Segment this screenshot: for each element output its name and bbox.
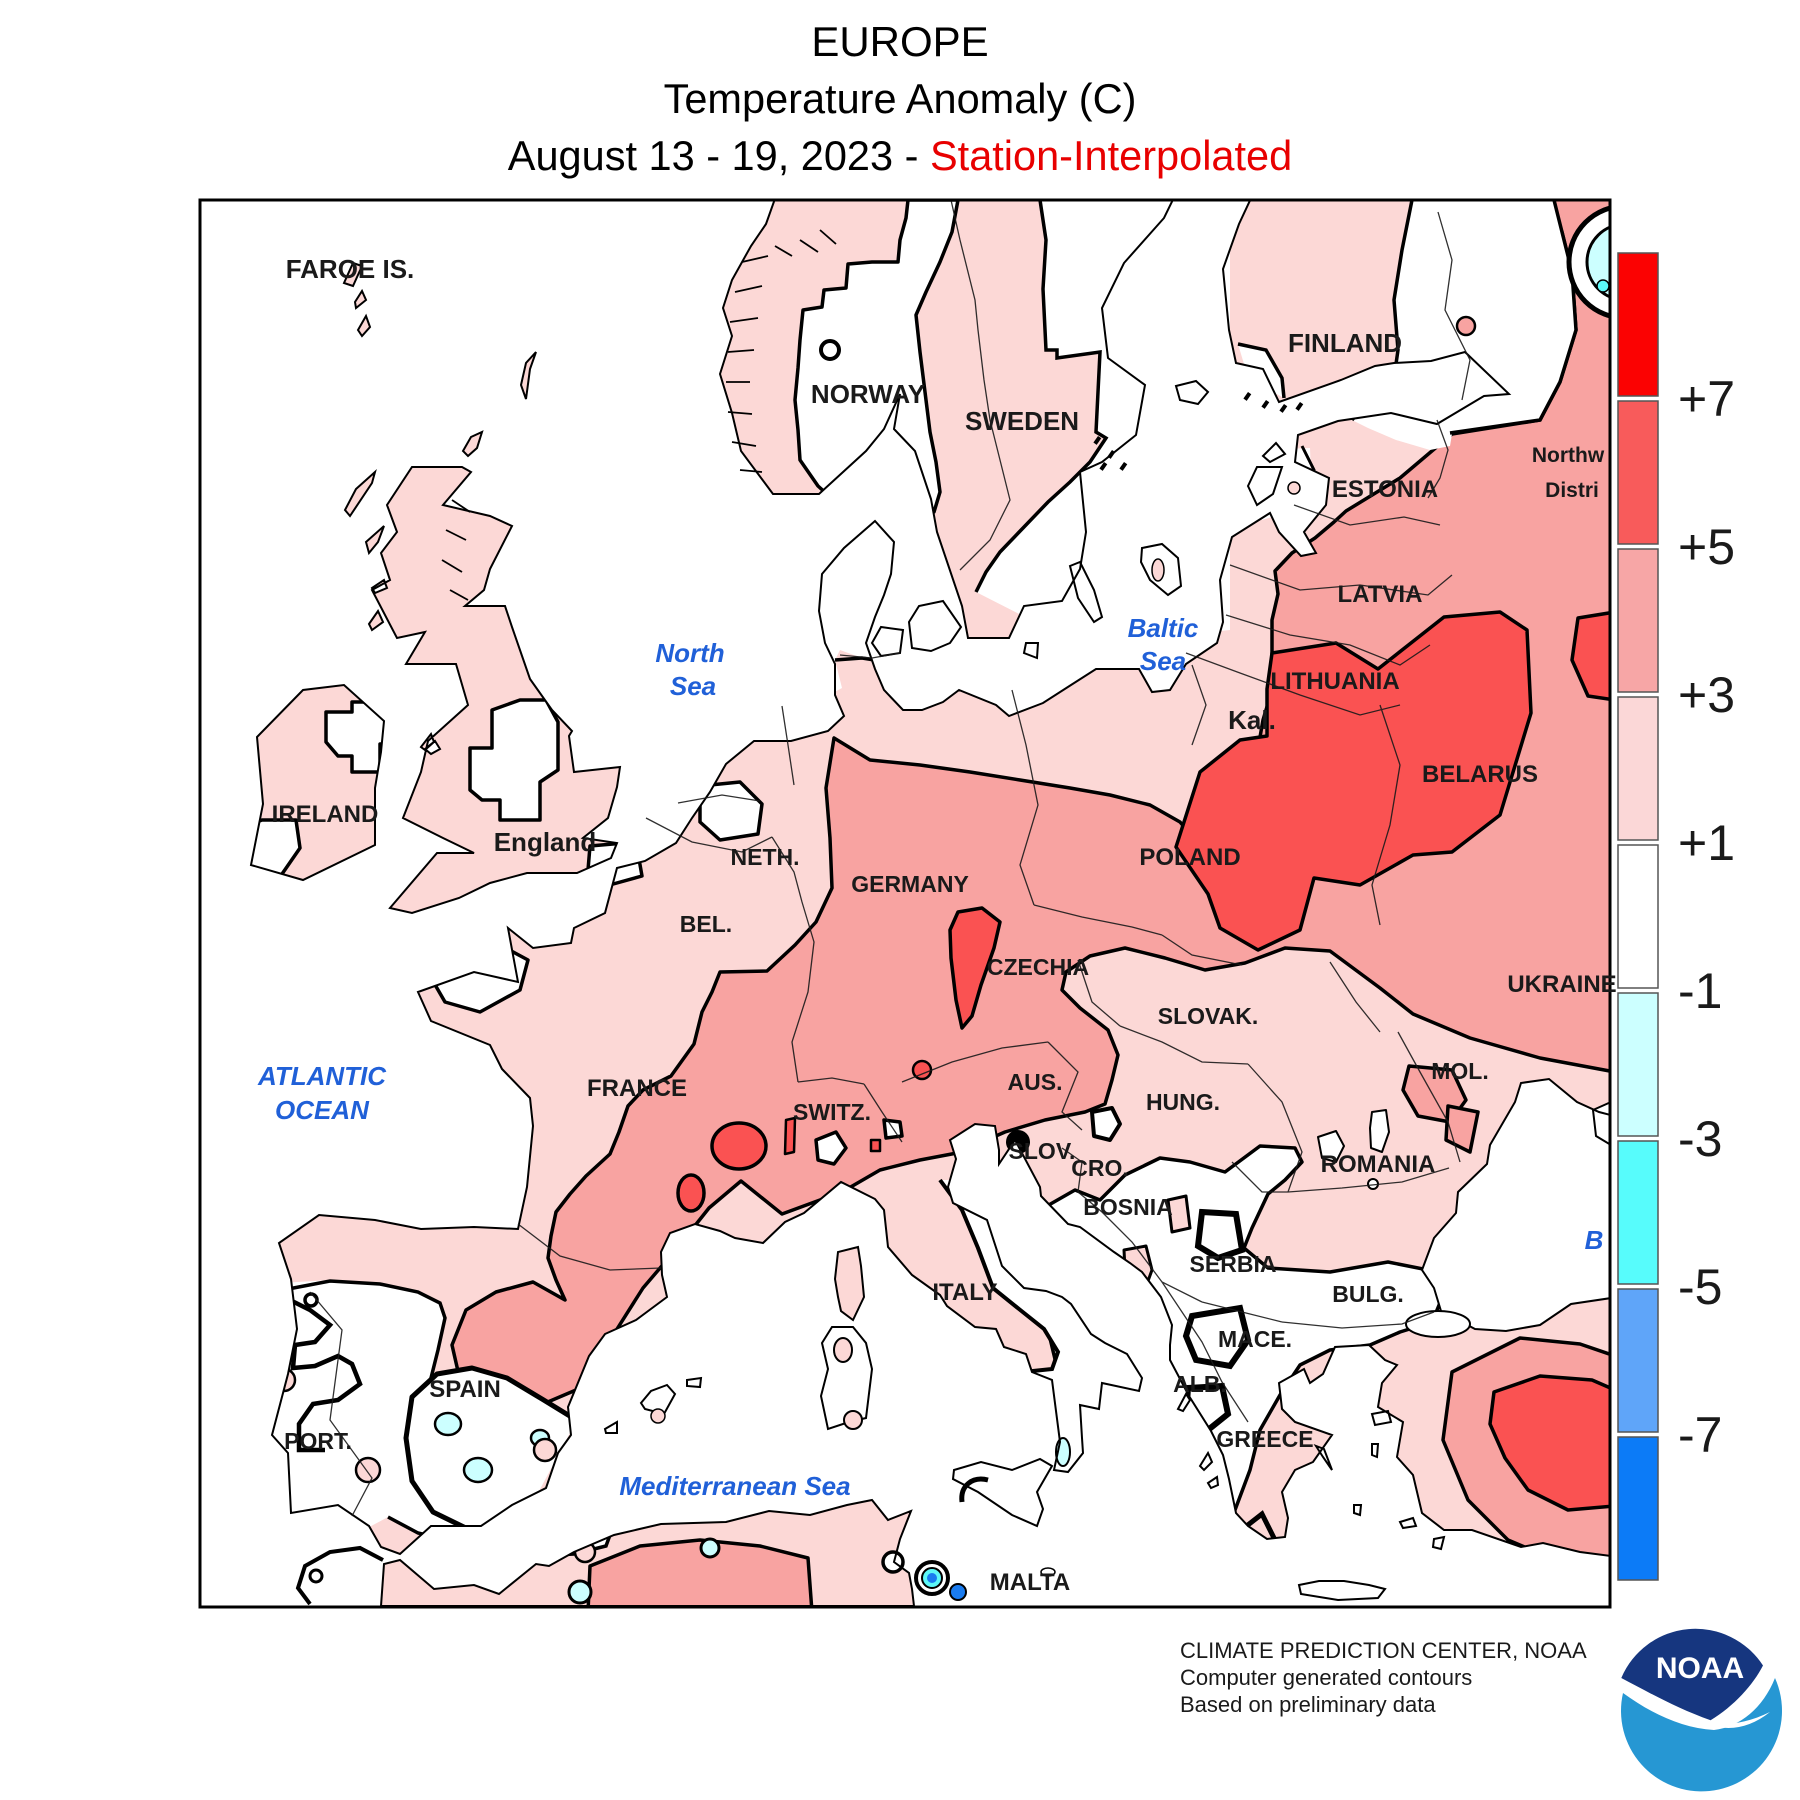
svg-text:ITALY: ITALY: [932, 1279, 997, 1306]
svg-text:August 13 - 19, 2023 - Station: August 13 - 19, 2023 - Station-Interpola…: [508, 132, 1292, 179]
svg-text:FRANCE: FRANCE: [587, 1075, 687, 1102]
svg-text:Northw: Northw: [1532, 444, 1605, 467]
svg-text:Distri: Distri: [1545, 479, 1599, 502]
svg-text:-3: -3: [1678, 1111, 1722, 1167]
svg-text:-5: -5: [1678, 1259, 1722, 1315]
svg-text:-1: -1: [1678, 963, 1722, 1019]
svg-text:+3: +3: [1678, 667, 1735, 723]
svg-text:MALTA: MALTA: [990, 1569, 1070, 1596]
svg-text:FINLAND: FINLAND: [1288, 328, 1402, 358]
svg-text:SLOVAK.: SLOVAK.: [1158, 1003, 1259, 1029]
svg-text:+1: +1: [1678, 815, 1735, 871]
svg-text:FAROE IS.: FAROE IS.: [286, 254, 415, 284]
svg-text:BELARUS: BELARUS: [1422, 761, 1538, 788]
svg-text:IRELAND: IRELAND: [272, 801, 379, 828]
svg-text:GERMANY: GERMANY: [851, 871, 969, 897]
svg-text:SERBIA: SERBIA: [1190, 1251, 1277, 1277]
svg-text:England: England: [494, 827, 597, 857]
svg-text:PORT.: PORT.: [284, 1428, 352, 1454]
svg-text:ATLANTIC: ATLANTIC: [257, 1061, 387, 1091]
svg-text:ROMANIA: ROMANIA: [1321, 1151, 1436, 1178]
svg-text:ESTONIA: ESTONIA: [1332, 476, 1438, 503]
svg-text:SWEDEN: SWEDEN: [965, 406, 1079, 436]
svg-text:GREECE: GREECE: [1216, 1426, 1313, 1452]
svg-text:AUS.: AUS.: [1008, 1069, 1063, 1095]
svg-text:BOSNIA: BOSNIA: [1083, 1194, 1172, 1220]
svg-text:MOL.: MOL.: [1431, 1058, 1489, 1084]
svg-text:SLOV.: SLOV.: [1009, 1138, 1076, 1164]
svg-text:+5: +5: [1678, 519, 1735, 575]
svg-text:Sea: Sea: [1140, 646, 1186, 676]
svg-text:UKRAINE: UKRAINE: [1507, 971, 1616, 998]
svg-text:LITHUANIA: LITHUANIA: [1270, 668, 1399, 695]
svg-text:NETH.: NETH.: [731, 844, 800, 870]
svg-text:Sea: Sea: [670, 671, 716, 701]
svg-text:MACE.: MACE.: [1218, 1326, 1292, 1352]
svg-text:NORWAY: NORWAY: [811, 379, 925, 409]
svg-text:NOAA: NOAA: [1656, 1652, 1744, 1685]
svg-text:HUNG.: HUNG.: [1146, 1089, 1220, 1115]
svg-text:CZECHIA: CZECHIA: [987, 954, 1089, 980]
svg-text:ALB.: ALB.: [1173, 1371, 1227, 1397]
svg-text:OCEAN: OCEAN: [275, 1095, 370, 1125]
svg-text:Temperature Anomaly (C): Temperature Anomaly (C): [664, 75, 1137, 122]
svg-text:BEL.: BEL.: [680, 911, 732, 937]
svg-text:Based on preliminary data: Based on preliminary data: [1180, 1692, 1436, 1717]
svg-text:B: B: [1585, 1225, 1604, 1255]
svg-text:Kal.: Kal.: [1228, 705, 1276, 735]
svg-text:+7: +7: [1678, 371, 1735, 427]
svg-text:LATVIA: LATVIA: [1338, 581, 1423, 608]
svg-text:North: North: [655, 638, 724, 668]
svg-text:CRO.: CRO.: [1071, 1155, 1129, 1181]
svg-text:CLIMATE PREDICTION CENTER, NOA: CLIMATE PREDICTION CENTER, NOAA: [1180, 1638, 1587, 1663]
svg-text:SWITZ.: SWITZ.: [793, 1099, 871, 1125]
svg-text:SPAIN: SPAIN: [429, 1376, 501, 1403]
svg-text:POLAND: POLAND: [1139, 844, 1240, 871]
svg-text:-7: -7: [1678, 1407, 1722, 1463]
svg-text:Mediterranean Sea: Mediterranean Sea: [619, 1471, 850, 1501]
svg-text:Computer generated contours: Computer generated contours: [1180, 1665, 1472, 1690]
svg-text:BULG.: BULG.: [1332, 1281, 1404, 1307]
svg-text:Baltic: Baltic: [1128, 613, 1199, 643]
svg-text:EUROPE: EUROPE: [811, 18, 988, 65]
